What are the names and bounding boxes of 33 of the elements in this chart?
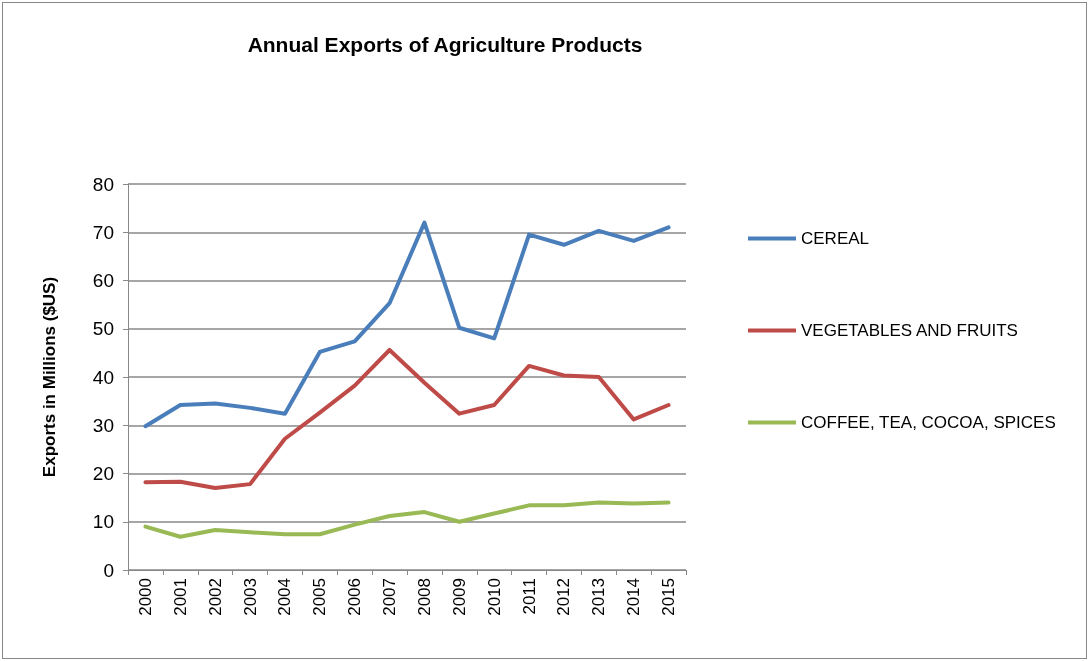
legend-label: COFFEE, TEA, COCOA, SPICES bbox=[801, 413, 1056, 432]
x-tick-label: 2007 bbox=[380, 578, 400, 616]
line-series bbox=[143, 500, 671, 539]
x-tick-label: 2006 bbox=[345, 578, 365, 616]
y-tick-label: 10 bbox=[92, 511, 114, 533]
legend-label: VEGETABLES AND FRUITS bbox=[801, 321, 1018, 340]
x-tick-label: 2000 bbox=[135, 578, 155, 616]
y-tick-label: 20 bbox=[92, 463, 114, 484]
y-axis-title: Exports in Millions ($US) bbox=[40, 276, 59, 478]
x-tick-label: 2010 bbox=[484, 578, 504, 616]
legend-label: CEREAL bbox=[801, 229, 870, 248]
x-tick-label: 2015 bbox=[659, 578, 679, 616]
line-series bbox=[143, 347, 671, 490]
x-tick-label: 2008 bbox=[414, 578, 434, 616]
y-tick-label: 40 bbox=[92, 366, 114, 388]
y-tick-label: 60 bbox=[92, 270, 114, 291]
chart-title: Annual Exports of Agriculture Products bbox=[247, 33, 643, 56]
y-tick-label: 70 bbox=[92, 221, 114, 243]
y-tick-label: 50 bbox=[92, 318, 114, 340]
x-tick-label: 2004 bbox=[275, 578, 295, 616]
x-tick-label: 2001 bbox=[170, 578, 190, 616]
x-tick-label: 2014 bbox=[624, 578, 644, 616]
y-tick-label: 80 bbox=[92, 173, 114, 195]
x-tick-label: 2011 bbox=[519, 578, 539, 615]
x-tick-label: 2003 bbox=[240, 578, 260, 616]
x-tick-label: 2005 bbox=[310, 578, 330, 616]
x-tick-label: 2002 bbox=[205, 578, 225, 616]
y-tick-label: 0 bbox=[103, 559, 114, 581]
x-tick-label: 2013 bbox=[589, 578, 609, 616]
x-tick-label: 2012 bbox=[554, 578, 574, 616]
y-tick-label: 30 bbox=[92, 414, 114, 436]
x-tick-label: 2009 bbox=[449, 578, 469, 616]
line-series bbox=[143, 220, 671, 429]
